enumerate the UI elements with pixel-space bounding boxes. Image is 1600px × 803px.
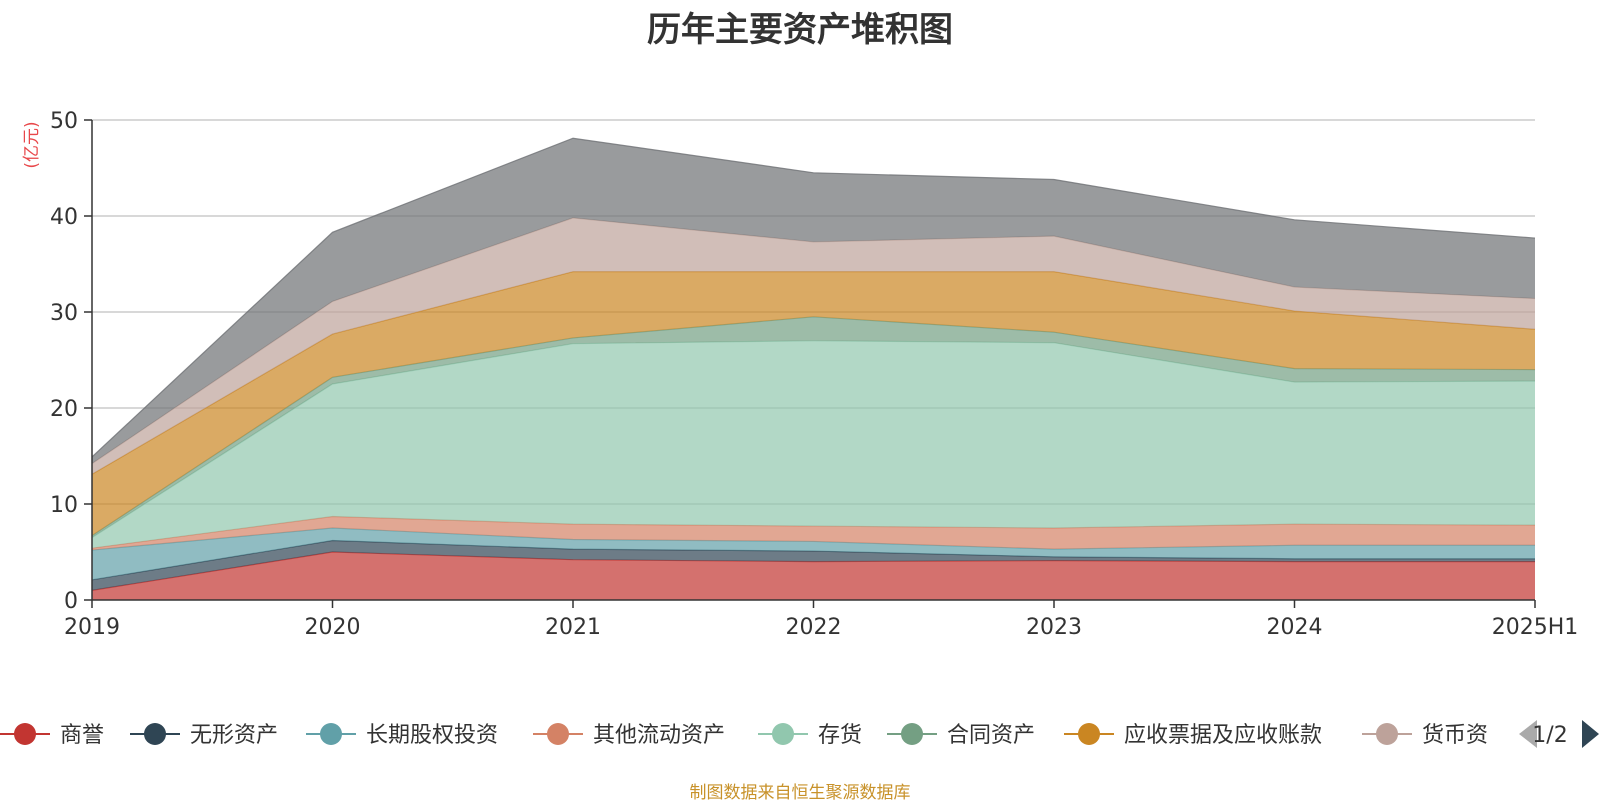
- area-series-7: [92, 271, 1535, 536]
- legend-dot-marker: [144, 723, 166, 745]
- area-series-8: [92, 217, 1535, 475]
- legend-item-5[interactable]: 存货: [758, 723, 862, 748]
- legend-label: 长期股权投资: [366, 723, 498, 748]
- x-tick-label-2020: 2020: [305, 615, 361, 640]
- legend-label: 无形资产: [190, 723, 278, 748]
- legend-item-8[interactable]: 货币资: [1362, 723, 1488, 748]
- x-tick-label-2019: 2019: [64, 615, 120, 640]
- y-tick-label-40: 40: [50, 205, 78, 230]
- legend-item-7[interactable]: 应收票据及应收账款: [1064, 723, 1322, 748]
- legend-item-4[interactable]: 其他流动资产: [533, 723, 725, 748]
- legend-label: 货币资: [1422, 723, 1488, 748]
- x-tick-label-2021: 2021: [545, 615, 601, 640]
- legend-item-3[interactable]: 长期股权投资: [306, 723, 498, 748]
- area-series-9: [92, 138, 1535, 464]
- area-series-4: [92, 516, 1535, 551]
- x-tick-label-2022: 2022: [786, 615, 842, 640]
- legend-dot-marker: [1376, 723, 1398, 745]
- y-tick-label-50: 50: [50, 109, 78, 134]
- legend-label: 商誉: [60, 723, 104, 748]
- x-tick-label-2024: 2024: [1267, 615, 1323, 640]
- x-tick-label-2023: 2023: [1026, 615, 1082, 640]
- legend-label: 其他流动资产: [593, 723, 725, 748]
- area-series-1: [92, 552, 1535, 600]
- legend[interactable]: 商誉 无形资产 长期股权投资 其他流动资产 存货 合同资产 应收票据及应收账款 货币资 1/2: [0, 720, 1599, 748]
- axes: 0 10 20 30 40 50 2019 2020 2021 2022 2023 2024 2025H…: [22, 109, 1578, 640]
- legend-label: 存货: [818, 723, 862, 748]
- y-tick-label-0: 0: [64, 589, 78, 614]
- area-series-2: [92, 540, 1535, 591]
- legend-dot-marker: [1078, 723, 1100, 745]
- legend-prev-page-icon[interactable]: [1519, 720, 1537, 748]
- legend-item-1[interactable]: 商誉: [0, 723, 104, 748]
- area-series-5: [92, 340, 1535, 549]
- legend-next-page-icon[interactable]: [1582, 720, 1599, 748]
- legend-dot-marker: [14, 723, 36, 745]
- legend-items: 商誉 无形资产 长期股权投资 其他流动资产 存货 合同资产 应收票据及应收账款 货币资: [0, 723, 1488, 748]
- legend-dot-marker: [320, 723, 342, 745]
- legend-page-indicator: 1/2: [1532, 723, 1567, 748]
- area-series-3: [92, 528, 1535, 580]
- legend-item-6[interactable]: 合同资产: [887, 723, 1035, 748]
- y-tick-label-20: 20: [50, 397, 78, 422]
- y-tick-label-10: 10: [50, 493, 78, 518]
- chart-title: 历年主要资产堆积图: [647, 10, 953, 50]
- source-note: 制图数据来自恒生聚源数据库: [689, 783, 911, 803]
- legend-item-2[interactable]: 无形资产: [130, 723, 278, 748]
- legend-dot-marker: [547, 723, 569, 745]
- area-series-group: [91, 137, 1536, 600]
- y-tick-label-30: 30: [50, 301, 78, 326]
- legend-dot-marker: [901, 723, 923, 745]
- y-axis-unit-label: (亿元): [22, 121, 42, 168]
- legend-dot-marker: [772, 723, 794, 745]
- series-line-9: [91, 137, 1536, 458]
- x-tick-label-2025H1: 2025H1: [1492, 615, 1579, 640]
- legend-label: 应收票据及应收账款: [1124, 723, 1322, 748]
- legend-label: 合同资产: [947, 723, 1035, 748]
